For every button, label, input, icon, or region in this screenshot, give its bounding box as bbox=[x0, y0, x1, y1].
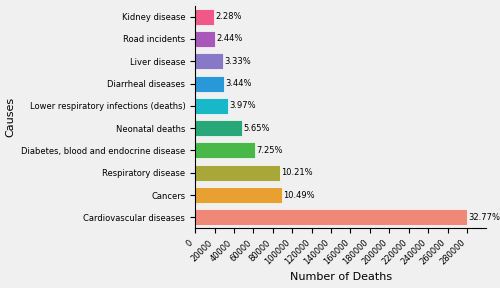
Text: 32.77%: 32.77% bbox=[468, 213, 500, 222]
Bar bbox=[195, 165, 280, 181]
Bar bbox=[195, 209, 467, 225]
Text: 2.44%: 2.44% bbox=[217, 35, 243, 43]
Text: 7.25%: 7.25% bbox=[256, 146, 283, 155]
Bar bbox=[195, 187, 282, 203]
Bar bbox=[195, 53, 222, 69]
Bar bbox=[195, 9, 214, 25]
Text: 10.49%: 10.49% bbox=[284, 190, 315, 200]
Bar bbox=[195, 75, 224, 92]
Y-axis label: Causes: Causes bbox=[6, 97, 16, 137]
Text: 3.44%: 3.44% bbox=[225, 79, 252, 88]
Bar bbox=[195, 31, 216, 47]
Text: 5.65%: 5.65% bbox=[244, 124, 270, 133]
Bar bbox=[195, 142, 255, 158]
Text: 3.33%: 3.33% bbox=[224, 57, 251, 66]
Bar bbox=[195, 120, 242, 136]
Bar bbox=[195, 98, 228, 114]
X-axis label: Number of Deaths: Number of Deaths bbox=[290, 272, 392, 283]
Text: 2.28%: 2.28% bbox=[216, 12, 242, 21]
Text: 10.21%: 10.21% bbox=[281, 168, 313, 177]
Text: 3.97%: 3.97% bbox=[230, 101, 256, 110]
